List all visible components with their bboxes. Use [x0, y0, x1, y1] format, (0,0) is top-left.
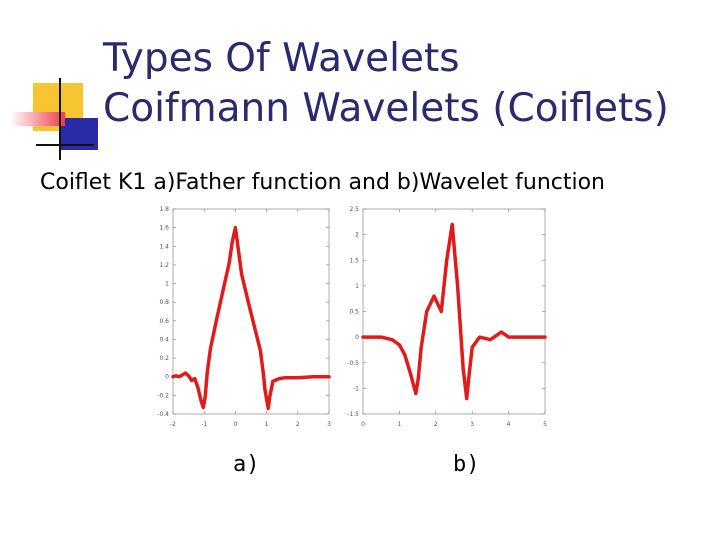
chart-a-y-tick-label: 0.8: [159, 299, 169, 306]
chart-b-y-tick-label: 1.5: [349, 257, 359, 264]
chart-b-y-tick-label: -1: [353, 385, 359, 392]
chart-b-y-tick-label: -0.5: [347, 360, 359, 367]
chart-b-y-tick-label: 0: [355, 334, 359, 341]
decor-vertical-line: [59, 78, 61, 160]
chart-b-x-tick-label: 5: [543, 421, 547, 428]
chart-b-series-line: [361, 222, 547, 401]
chart-b-y-tick-label: 0.5: [349, 309, 359, 316]
chart-b-y-tick-label: -1.5: [347, 411, 359, 418]
chart-a-series-line: [171, 225, 331, 411]
chart-a-x-tick-label: -2: [170, 421, 176, 428]
chart-b-y-tick-label: 2: [355, 232, 359, 239]
wavelet-function-chart: 0 1 2 3 4 5 -1.5 -1 -0.5 0 0.5 1 1.5 2 2.5: [347, 206, 547, 428]
chart-b-x-tick-label: 2: [434, 421, 438, 428]
chart-a-y-tick-label: 1.6: [159, 225, 169, 232]
chart-a-y-tick-label: 1: [165, 281, 169, 288]
chart-b-x-tick-label: 1: [397, 421, 401, 428]
caption-a: a): [233, 452, 260, 477]
chart-b-y-tick-label: 2.5: [349, 206, 359, 213]
chart-a-y-tick-label: 0: [165, 374, 169, 381]
chart-a-x-tick-label: 0: [233, 421, 237, 428]
chart-a-y-tick-label: 0.6: [159, 318, 169, 325]
chart-a-x-tick-label: 3: [327, 421, 331, 428]
chart-b-x-tick-label: 3: [470, 421, 474, 428]
chart-a-y-tick-label: 1.8: [159, 206, 169, 213]
chart-a-x-tick-label: -1: [201, 421, 207, 428]
slide-subtitle: Coiflet K1 a)Father function and b)Wavel…: [40, 170, 605, 195]
chart-b-y-tick-label: 1: [355, 283, 359, 290]
chart-a-x-tick-label: 2: [296, 421, 300, 428]
slide-title-line1: Types Of Wavelets: [103, 36, 460, 81]
decor-red-bar: [10, 112, 65, 126]
caption-b: b): [453, 452, 480, 477]
chart-a-y-tick-label: 1.4: [159, 243, 169, 250]
chart-a-y-tick-label: 0.4: [159, 336, 169, 343]
chart-a-frame: [172, 208, 330, 415]
chart-a-y-tick-label: -0.4: [157, 411, 169, 418]
decor-horizontal-line: [36, 144, 94, 146]
slide-title-line2: Coifmann Wavelets (Coiflets): [103, 86, 669, 131]
chart-b-x-tick-label: 0: [361, 421, 365, 428]
father-function-chart: -2 -1 0 1 2 3 -0.4 -0.2 0 0.2 0.4 0.6 0.8 1 1.2 1.4 1.6 1…: [157, 206, 331, 428]
chart-a-y-tick-label: -0.2: [157, 392, 169, 399]
chart-a-y-tick-label: 1.2: [159, 262, 169, 269]
chart-a-x-tick-label: 1: [265, 421, 269, 428]
chart-b-x-tick-label: 4: [507, 421, 511, 428]
chart-a-y-tick-label: 0.2: [159, 355, 169, 362]
